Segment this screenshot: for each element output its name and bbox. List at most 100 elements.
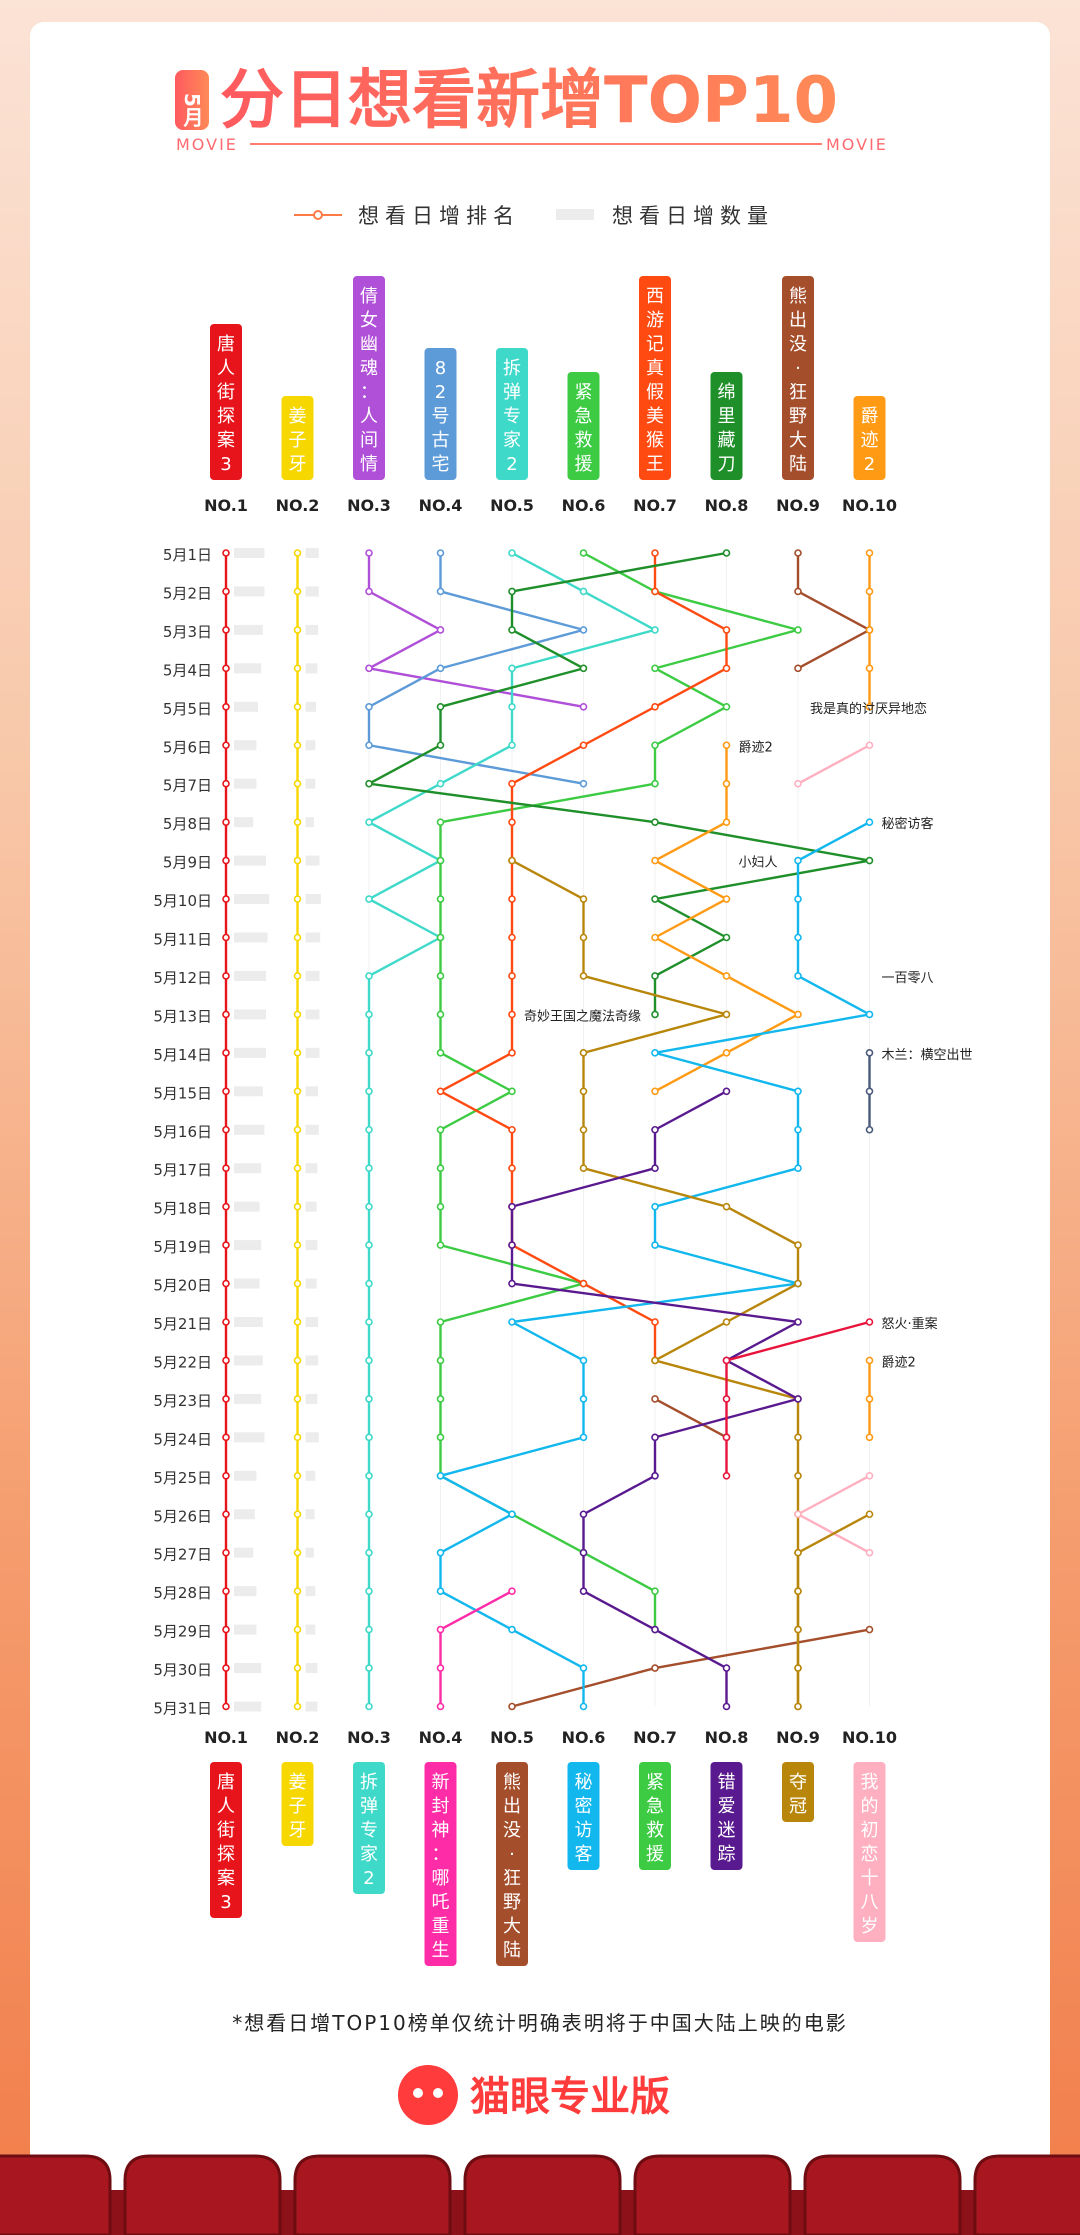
day-label: 5月13日 xyxy=(153,1007,212,1025)
movie-tag-char: 的 xyxy=(861,1796,879,1817)
series-point xyxy=(222,779,230,788)
series-point xyxy=(794,1625,802,1634)
movie-tag-char: 熊 xyxy=(789,286,807,307)
series-point xyxy=(722,1010,731,1019)
count-bar xyxy=(234,740,257,751)
movie-tag-char: 唐 xyxy=(217,334,235,355)
movie-tag-char: 唐 xyxy=(217,1772,235,1793)
series-line xyxy=(796,553,871,670)
series-line xyxy=(654,1397,728,1439)
series-point xyxy=(794,1664,802,1672)
series-point xyxy=(293,1587,302,1595)
series-point xyxy=(794,1010,802,1019)
series-point xyxy=(865,1125,874,1134)
count-bar xyxy=(234,1701,262,1712)
series-point xyxy=(651,972,659,980)
series-point xyxy=(293,1164,302,1172)
rank-label-top: NO.2 xyxy=(276,496,320,515)
movie-tag-char: 绵 xyxy=(718,382,736,403)
day-label: 5月14日 xyxy=(153,1046,212,1064)
series-point xyxy=(436,1241,445,1249)
movie-tag-char: 人 xyxy=(360,406,378,427)
count-bar xyxy=(305,855,320,866)
series-point xyxy=(365,1049,373,1057)
movie-tag-char: 急 xyxy=(575,406,593,427)
count-bar xyxy=(234,1432,265,1443)
rank-label-bottom: NO.8 xyxy=(705,1728,749,1747)
series-point xyxy=(222,1548,230,1557)
series-point xyxy=(579,1164,588,1172)
series-point xyxy=(651,818,659,826)
count-bar xyxy=(305,1393,318,1404)
count-bar xyxy=(234,1355,263,1366)
series-point xyxy=(365,1587,373,1595)
day-label: 5月5日 xyxy=(163,700,212,718)
movie-tag xyxy=(639,1762,671,1870)
movie-tag-char: 专 xyxy=(360,1820,378,1841)
series-point xyxy=(579,1433,588,1442)
movie-tag-char: 紧 xyxy=(646,1772,664,1793)
series-point xyxy=(293,1664,302,1672)
movie-tag-char: 魂 xyxy=(360,358,378,379)
series-point xyxy=(865,1548,874,1557)
series-point xyxy=(293,1010,302,1019)
series-point xyxy=(365,1356,373,1365)
count-bar xyxy=(305,970,320,981)
day-label: 5月28日 xyxy=(153,1584,212,1602)
count-bar xyxy=(234,970,266,981)
movie-tag-char: 爱 xyxy=(718,1796,736,1817)
movie-tag-char: 3 xyxy=(220,454,231,475)
movie-tag-char: 西 xyxy=(646,286,664,307)
series-point xyxy=(293,933,302,942)
movie-tag-char: 子 xyxy=(289,1796,307,1817)
count-bar xyxy=(305,1317,319,1327)
series-point xyxy=(865,856,874,865)
series-point xyxy=(222,895,230,903)
series-point xyxy=(436,818,445,826)
movie-tag-char: 藏 xyxy=(718,430,736,451)
movie-tag-char: 里 xyxy=(718,406,736,427)
count-bar xyxy=(305,1201,317,1212)
series-point xyxy=(794,1510,802,1519)
movie-tag-char: 紧 xyxy=(575,382,593,403)
series-point xyxy=(365,1548,373,1557)
deco-right: MOVIE xyxy=(826,135,888,154)
series-point xyxy=(651,1241,659,1249)
series-point xyxy=(436,1049,445,1057)
count-bar xyxy=(234,855,266,866)
movie-tag-char: 号 xyxy=(432,406,450,427)
count-bar xyxy=(305,663,318,674)
series-point xyxy=(865,1433,874,1442)
series-point xyxy=(293,587,302,596)
movie-tag-char: 姜 xyxy=(289,1772,307,1793)
series-point xyxy=(436,1164,445,1172)
series-line xyxy=(796,1513,871,1707)
series-line xyxy=(511,1628,870,1708)
annotation-label: 奇妙王国之魔法奇缘 xyxy=(524,1008,641,1024)
series-point xyxy=(436,856,445,865)
series-point xyxy=(794,895,802,903)
series-point xyxy=(222,1664,230,1672)
series-point xyxy=(722,1087,731,1096)
legend-count-swatch xyxy=(556,209,594,220)
series-point xyxy=(365,1318,373,1326)
series-point xyxy=(365,1010,373,1019)
movie-tag-char: 探 xyxy=(217,1844,235,1865)
series-point xyxy=(293,895,302,903)
series-point xyxy=(651,895,659,903)
series-point xyxy=(651,933,659,942)
movie-tag xyxy=(496,348,528,480)
day-label: 5月6日 xyxy=(163,738,212,756)
series-point xyxy=(222,1510,230,1519)
series-point xyxy=(365,1087,373,1096)
movie-tag xyxy=(782,1762,814,1822)
count-bar xyxy=(305,624,319,635)
series-point xyxy=(508,1164,516,1172)
annotation-label: 秘密访客 xyxy=(882,816,934,832)
movie-tag-char: 救 xyxy=(575,430,593,451)
series-line xyxy=(439,551,800,1630)
series-point xyxy=(222,702,230,711)
movie-tag-char: 迷 xyxy=(718,1820,736,1841)
seat xyxy=(293,2154,452,2235)
